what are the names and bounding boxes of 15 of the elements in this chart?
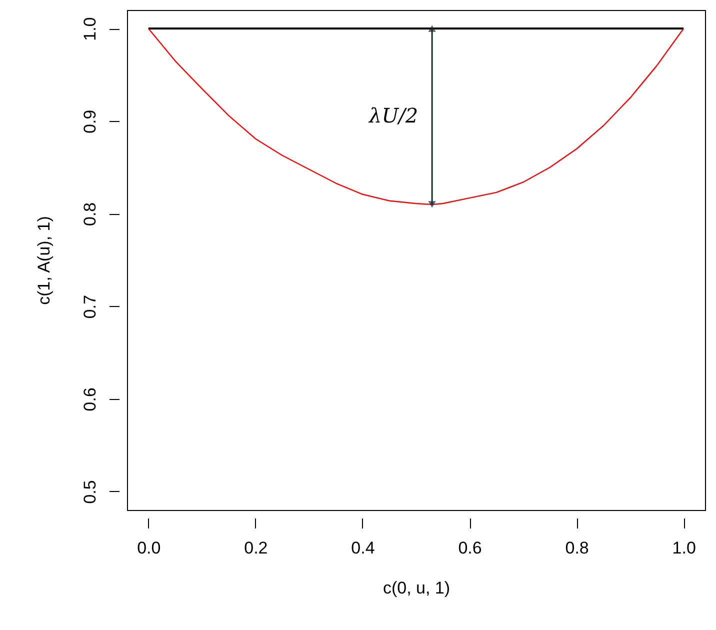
y-tick-label: 0.7 (80, 294, 100, 319)
y-tick-label: 0.5 (80, 480, 100, 504)
x-tick-label: 0.4 (351, 538, 375, 558)
x-tick-label: 0.2 (244, 538, 268, 558)
y-tick-label: 0.9 (80, 110, 100, 134)
y-tick-label: 0.8 (80, 202, 100, 226)
x-tick-label: 0.6 (458, 538, 482, 558)
x-axis-title: c(0, u, 1) (382, 578, 450, 598)
y-tick-label: 1.0 (80, 17, 100, 41)
y-tick-label: 0.6 (80, 388, 100, 412)
annotation: λU/2 (368, 103, 418, 128)
x-tick-label: 0.0 (137, 538, 161, 558)
x-tick-label: 1.0 (672, 538, 696, 558)
x-tick-label: 0.8 (565, 538, 589, 558)
y-axis-title: c(1, A(u), 1) (34, 216, 54, 305)
